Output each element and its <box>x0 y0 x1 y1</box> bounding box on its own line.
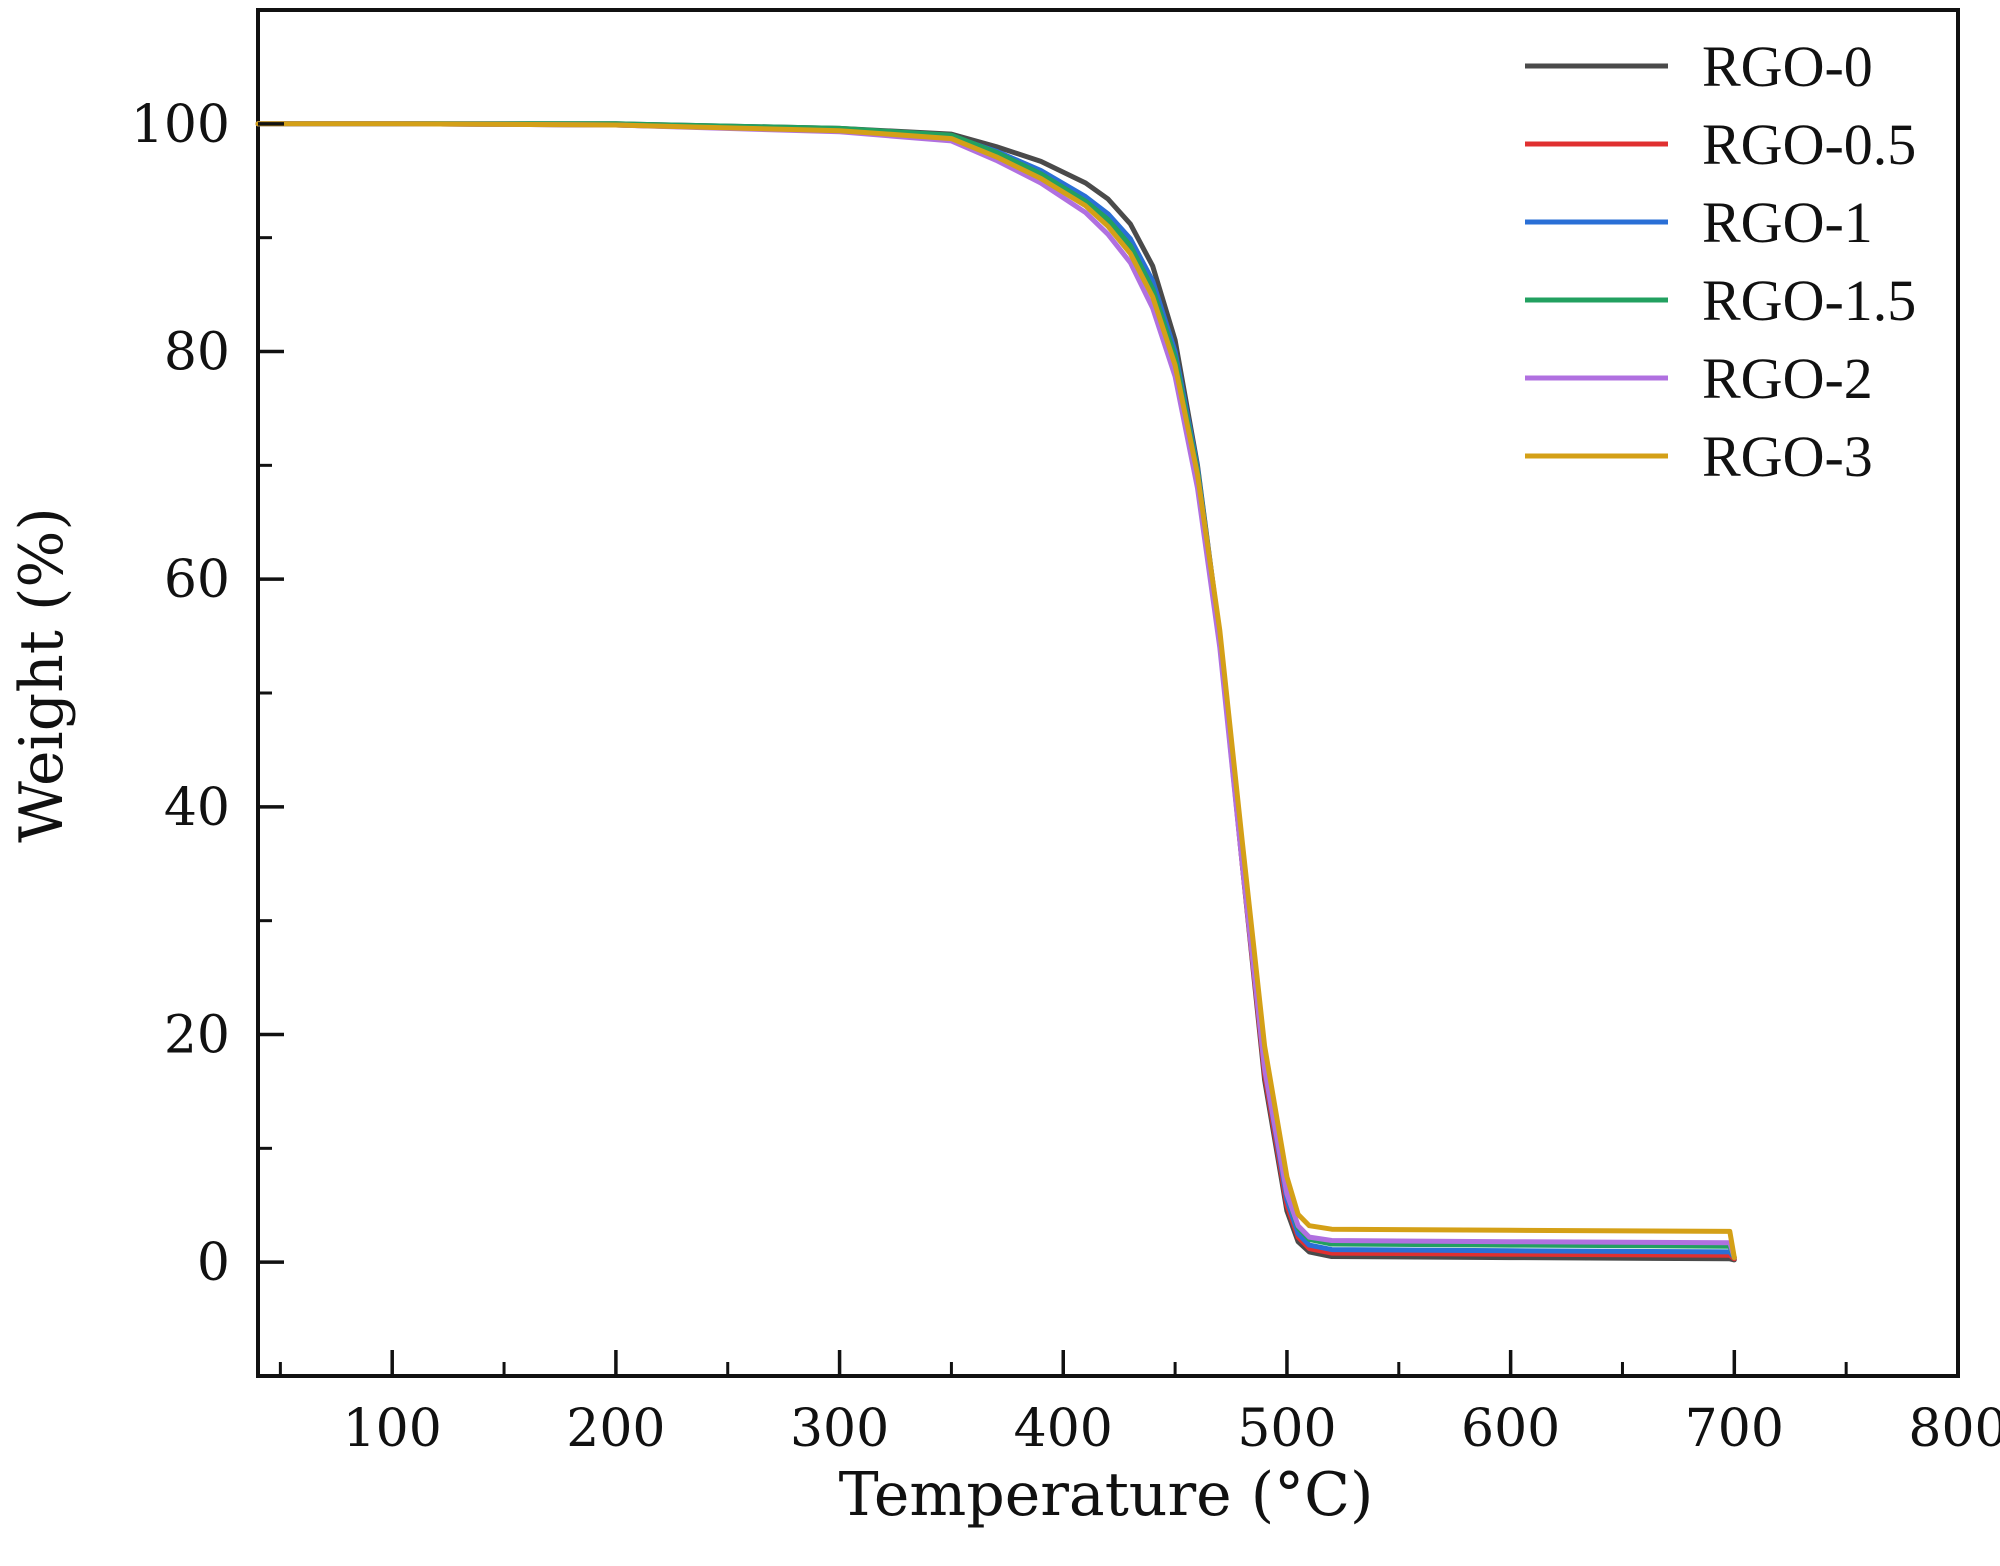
y-tick-label-100: 100 <box>131 95 230 155</box>
y-tick-label-80: 80 <box>164 323 230 383</box>
legend-label-rgo-2: RGO-2 <box>1702 346 1873 411</box>
series-line-rgo-1 <box>255 121 1737 1261</box>
x-tick-label-300: 300 <box>790 1399 889 1459</box>
x-tick-label-400: 400 <box>1014 1399 1113 1459</box>
legend-label-rgo-0-5: RGO-0.5 <box>1702 112 1916 177</box>
y-tick-label-0: 0 <box>197 1233 230 1293</box>
legend: RGO-0 RGO-0.5 RGO-1 RGO-1.5 RGO-2 RGO-3 <box>1525 34 1916 489</box>
legend-label-rgo-3: RGO-3 <box>1702 424 1873 489</box>
series-line-rgo-2 <box>255 121 1737 1261</box>
y-tick-label-40: 40 <box>164 778 230 838</box>
y-tick-label-60: 60 <box>164 550 230 610</box>
legend-label-rgo-0: RGO-0 <box>1702 34 1873 99</box>
x-tick-label-600: 600 <box>1461 1399 1560 1459</box>
series-line-rgo-1-5 <box>255 121 1737 1261</box>
y-tick-label-20: 20 <box>164 1006 230 1066</box>
series-line-rgo-0 <box>255 121 1737 1263</box>
axes-layer: 100 200 300 400 500 600 700 800 0 20 40 60 80 100 <box>131 95 2000 1459</box>
legend-label-rgo-1-5: RGO-1.5 <box>1702 268 1916 333</box>
x-tick-label-500: 500 <box>1237 1399 1336 1459</box>
series-line-rgo-3 <box>255 121 1737 1261</box>
series-line-rgo-0-5 <box>255 121 1737 1262</box>
x-tick-label-100: 100 <box>343 1399 442 1459</box>
x-axis-title: Temperature (°C) <box>839 1460 1374 1530</box>
x-tick-label-200: 200 <box>566 1399 665 1459</box>
x-tick-label-800: 800 <box>1908 1399 2000 1459</box>
y-axis-title: Weight (%) <box>7 507 77 843</box>
x-tick-label-700: 700 <box>1685 1399 1784 1459</box>
legend-label-rgo-1: RGO-1 <box>1702 190 1873 255</box>
series-layer <box>255 121 1737 1263</box>
